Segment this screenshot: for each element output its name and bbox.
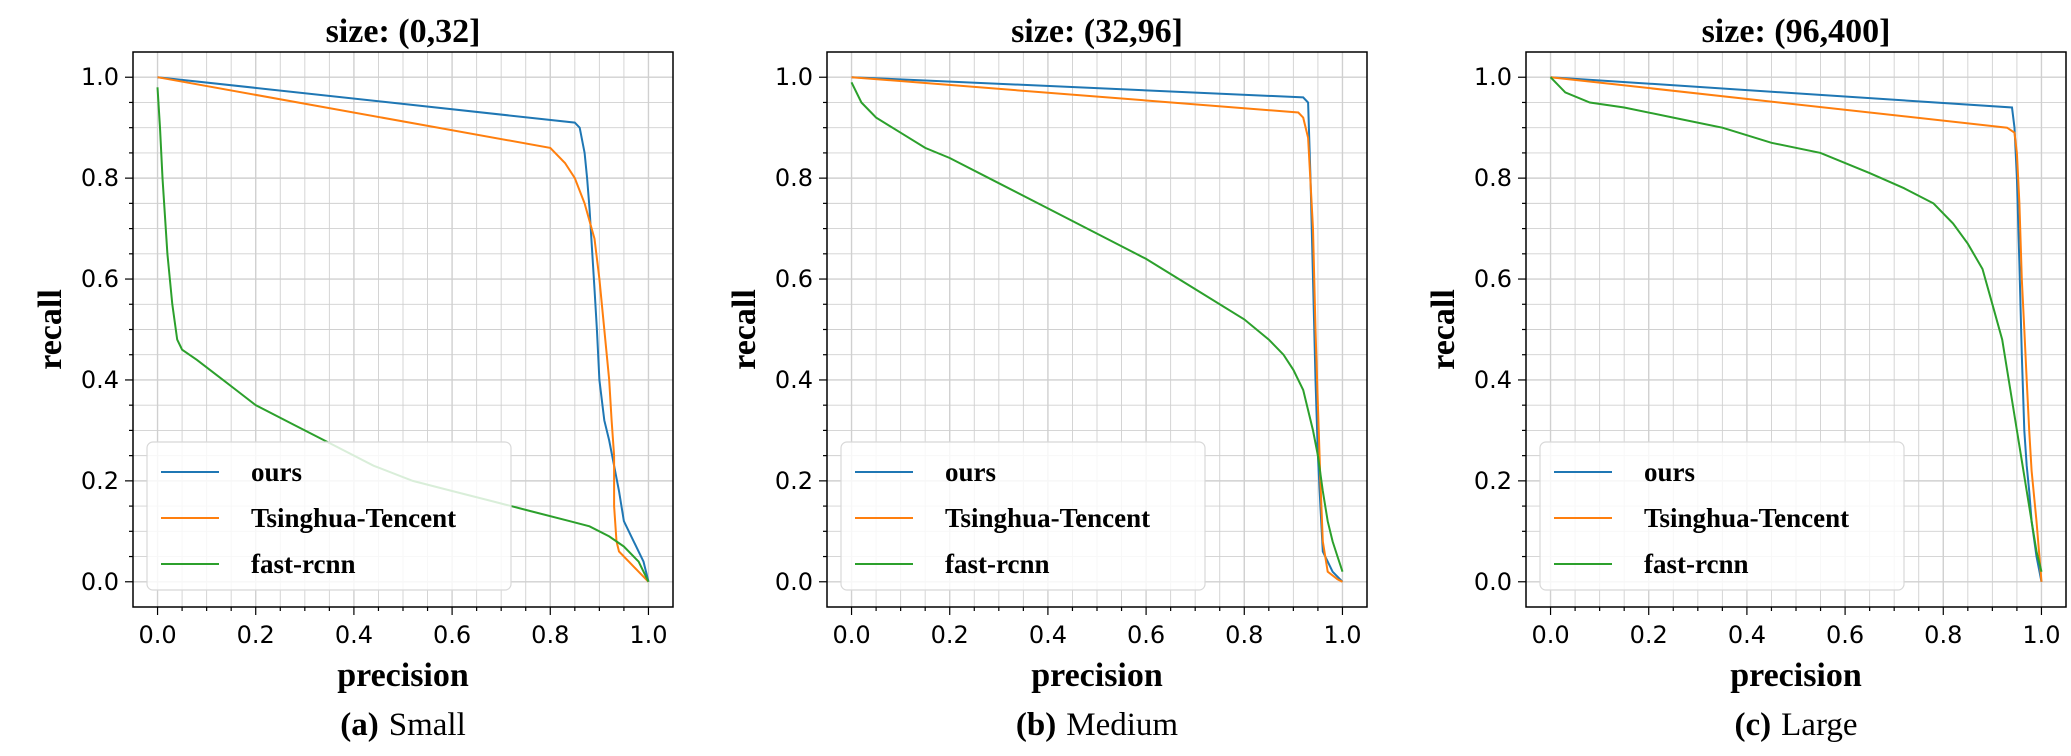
- legend-label: Tsinghua-Tencent: [945, 503, 1150, 533]
- x-tick-label: 0.2: [931, 621, 969, 649]
- y-tick-label: 0.2: [81, 467, 119, 495]
- y-axis-label: recall: [1425, 289, 1462, 370]
- series-line-tsinghua-tencent: [851, 76, 1343, 583]
- series-line-fast-rcnn: [850, 81, 1344, 573]
- legend-box: [146, 441, 512, 591]
- caption-letter: (a): [340, 707, 378, 743]
- chart-panel-1: 0.0 0.2 0.4 0.6 0.8 1.0 0.0 0.2 0.4 0.6 0.8 1.0 size…: [32, 13, 674, 743]
- legend-label: Tsinghua-Tencent: [251, 503, 456, 533]
- y-tick-label: 0.2: [775, 467, 813, 495]
- caption-word: Large: [1781, 707, 1857, 743]
- x-tick-label: 0.4: [335, 621, 373, 649]
- caption-word: Small: [389, 707, 466, 743]
- caption-letter: (c): [1735, 707, 1772, 743]
- panel-caption: (b) Medium: [1016, 707, 1179, 743]
- x-tick-label: 0.4: [1029, 621, 1067, 649]
- series-line-tsinghua-tencent: [157, 76, 650, 583]
- series-line-fast-rcnn: [1549, 76, 2043, 572]
- y-tick-label: 0.2: [1474, 467, 1512, 495]
- x-tick-label: 0.8: [531, 621, 569, 649]
- y-tick-label: 0.8: [81, 164, 119, 192]
- x-tick-label: 0.0: [138, 621, 176, 649]
- x-tick-label: 1.0: [2022, 621, 2060, 649]
- x-axis-label: precision: [1031, 657, 1163, 694]
- y-tick-label: 0.0: [775, 568, 813, 596]
- x-tick-label: 0.0: [1531, 621, 1569, 649]
- x-tick-label: 0.8: [1225, 621, 1263, 649]
- y-tick-label: 1.0: [1474, 63, 1512, 91]
- legend-label: ours: [945, 457, 996, 487]
- x-tick-label: 1.0: [629, 621, 667, 649]
- y-tick-label: 0.8: [775, 164, 813, 192]
- y-axis-label: recall: [32, 289, 69, 370]
- x-tick-label: 0.4: [1728, 621, 1766, 649]
- legend-label: ours: [1644, 457, 1695, 487]
- series-line-tsinghua-tencent: [1550, 76, 2043, 582]
- x-tick-label: 0.6: [433, 621, 471, 649]
- caption-letter: (b): [1016, 707, 1056, 743]
- series-line-ours: [851, 76, 1344, 583]
- chart-panel-2: 0.0 0.2 0.4 0.6 0.8 1.0 0.0 0.2 0.4 0.6 0.8 1.0 size…: [726, 13, 1368, 743]
- x-tick-label: 0.2: [237, 621, 275, 649]
- x-axis-label: precision: [337, 657, 469, 694]
- legend: ours Tsinghua-Tencent fast-rcnn: [1539, 441, 1905, 591]
- series-line-ours: [157, 76, 650, 583]
- x-tick-label: 0.6: [1826, 621, 1864, 649]
- chart-title: size: (32,96]: [1011, 13, 1183, 50]
- legend-box: [840, 441, 1206, 591]
- legend-label: fast-rcnn: [945, 549, 1050, 579]
- y-axis-label: recall: [726, 289, 763, 370]
- y-tick-label: 0.8: [1474, 164, 1512, 192]
- y-tick-label: 1.0: [81, 63, 119, 91]
- x-tick-label: 1.0: [1323, 621, 1361, 649]
- legend: ours Tsinghua-Tencent fast-rcnn: [840, 441, 1206, 591]
- y-tick-label: 0.0: [1474, 568, 1512, 596]
- panel-caption: (c) Large: [1735, 707, 1858, 743]
- y-tick-label: 0.6: [775, 265, 813, 293]
- chart-title: size: (0,32]: [326, 13, 481, 50]
- x-tick-label: 0.6: [1127, 621, 1165, 649]
- y-tick-label: 1.0: [775, 63, 813, 91]
- y-tick-label: 0.0: [81, 568, 119, 596]
- legend: ours Tsinghua-Tencent fast-rcnn: [146, 441, 512, 591]
- y-tick-label: 0.4: [1474, 366, 1512, 394]
- legend-label: ours: [251, 457, 302, 487]
- legend-label: fast-rcnn: [251, 549, 356, 579]
- y-tick-label: 0.4: [81, 366, 119, 394]
- y-tick-label: 0.6: [1474, 265, 1512, 293]
- chart-panel-3: 0.0 0.2 0.4 0.6 0.8 1.0 0.0 0.2 0.4 0.6 0.8 1.0 size…: [1425, 13, 2067, 743]
- legend-label: fast-rcnn: [1644, 549, 1749, 579]
- legend-box: [1539, 441, 1905, 591]
- legend-label: Tsinghua-Tencent: [1644, 503, 1849, 533]
- x-axis-label: precision: [1730, 657, 1862, 694]
- x-tick-label: 0.2: [1630, 621, 1668, 649]
- x-tick-label: 0.8: [1924, 621, 1962, 649]
- chart-title: size: (96,400]: [1702, 13, 1891, 50]
- series-line-fast-rcnn: [156, 87, 650, 583]
- y-tick-label: 0.6: [81, 265, 119, 293]
- caption-word: Medium: [1066, 707, 1178, 743]
- panel-caption: (a) Small: [340, 707, 466, 743]
- y-tick-label: 0.4: [775, 366, 813, 394]
- x-tick-label: 0.0: [832, 621, 870, 649]
